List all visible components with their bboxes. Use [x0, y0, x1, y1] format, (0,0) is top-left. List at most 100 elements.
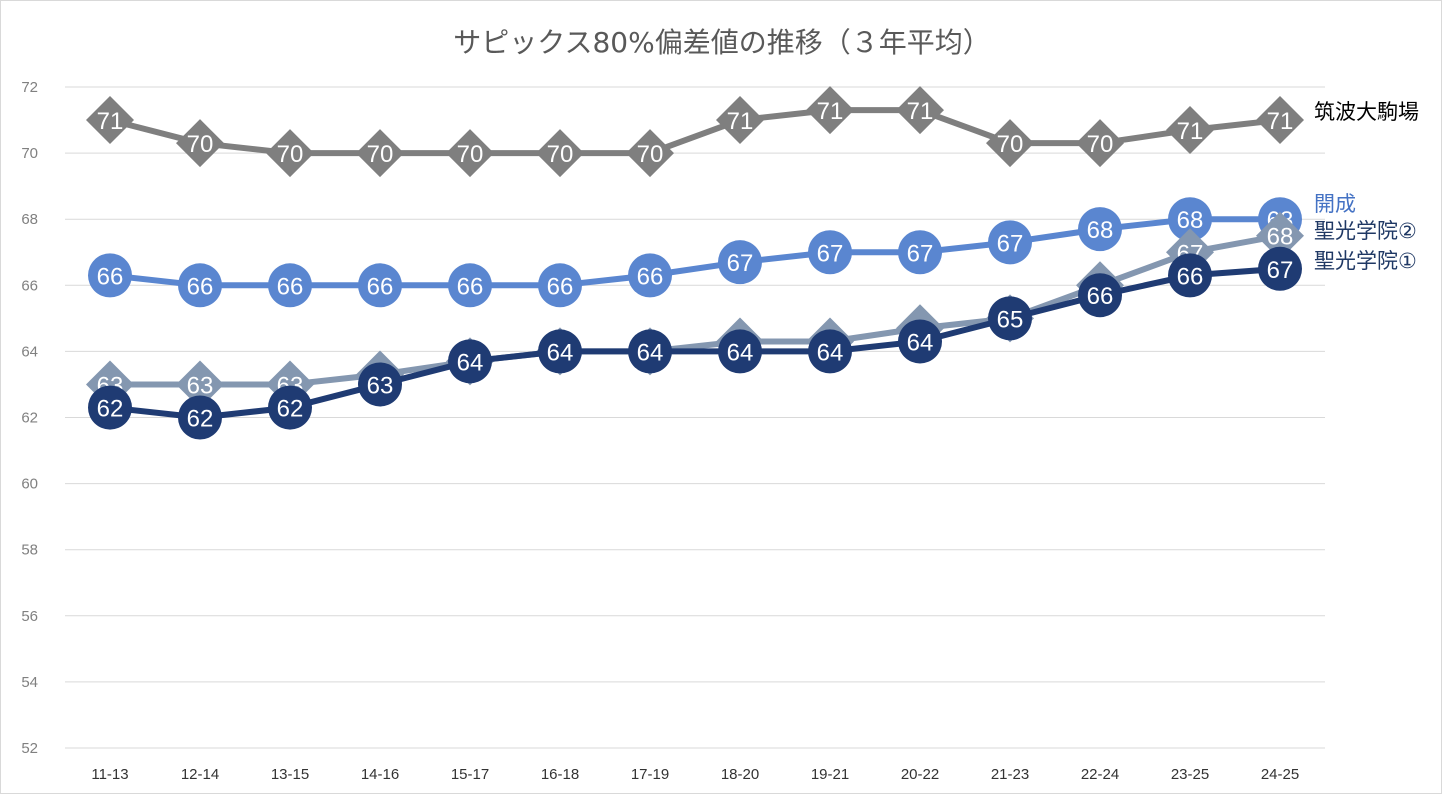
data-point-diamond — [1166, 105, 1214, 154]
y-tick-label: 72 — [21, 79, 38, 96]
data-point-circle — [358, 362, 402, 407]
data-point-circle — [448, 263, 492, 308]
data-label: 66 — [367, 273, 394, 300]
data-point-diamond — [536, 129, 584, 178]
x-tick-label: 20-22 — [901, 766, 939, 783]
data-label: 66 — [637, 263, 664, 290]
data-label: 70 — [997, 131, 1024, 158]
data-point-diamond — [716, 96, 764, 145]
data-point-diamond — [176, 360, 224, 409]
data-point-circle — [1168, 197, 1212, 242]
y-tick-label: 64 — [21, 343, 38, 360]
x-tick-label: 12-14 — [181, 766, 219, 783]
data-point-circle — [1258, 246, 1302, 291]
x-tick-label: 14-16 — [361, 766, 399, 783]
data-point-diamond — [896, 86, 944, 135]
data-label: 67 — [817, 240, 844, 267]
data-label: 67 — [907, 240, 934, 267]
data-point-diamond — [266, 129, 314, 178]
data-point-circle — [268, 263, 312, 308]
x-tick-label: 13-15 — [271, 766, 309, 783]
data-point-diamond — [1256, 211, 1304, 260]
data-label: 71 — [1177, 118, 1204, 145]
data-label: 66 — [277, 273, 304, 300]
y-tick-label: 62 — [21, 410, 38, 427]
x-tick-label: 21-23 — [991, 766, 1029, 783]
data-label: 71 — [817, 98, 844, 125]
x-tick-label: 19-21 — [811, 766, 849, 783]
data-point-diamond — [356, 129, 404, 178]
data-point-diamond — [1256, 96, 1304, 145]
data-point-diamond — [986, 119, 1034, 168]
data-label: 68 — [1267, 224, 1294, 251]
data-point-circle — [538, 263, 582, 308]
data-label: 66 — [457, 273, 484, 300]
x-tick-label: 15-17 — [451, 766, 489, 783]
y-tick-label: 60 — [21, 476, 38, 493]
data-point-circle — [988, 296, 1032, 341]
x-tick-label: 24-25 — [1261, 766, 1299, 783]
data-label: 66 — [1087, 283, 1114, 310]
grid-lines — [65, 86, 1325, 749]
series-name-label: 開成 — [1314, 192, 1356, 216]
data-point-diamond — [1076, 119, 1124, 168]
data-point-circle — [988, 220, 1032, 265]
data-label: 70 — [367, 141, 394, 168]
data-label: 64 — [457, 349, 484, 376]
x-tick-label: 17-19 — [631, 766, 669, 783]
data-label: 70 — [277, 141, 304, 168]
y-tick-label: 58 — [21, 542, 38, 559]
x-tick-label: 23-25 — [1171, 766, 1209, 783]
data-point-circle — [898, 230, 942, 275]
data-label: 70 — [187, 131, 214, 158]
data-point-diamond — [806, 86, 854, 135]
series-1: 6666666666666667676767686868開成 — [88, 192, 1356, 308]
data-label: 66 — [547, 273, 574, 300]
y-tick-label: 66 — [21, 277, 38, 294]
series-name-label: 聖光学院② — [1314, 219, 1417, 243]
data-label: 64 — [547, 339, 574, 366]
data-point-circle — [178, 395, 222, 440]
data-point-circle — [1078, 207, 1122, 252]
y-tick-label: 70 — [21, 145, 38, 162]
data-label: 62 — [277, 396, 304, 423]
y-axis: 52 54 56 58 60 62 64 66 68 70 72 — [21, 79, 38, 757]
data-point-circle — [88, 253, 132, 298]
data-label: 62 — [187, 406, 214, 433]
data-point-circle — [718, 329, 762, 374]
y-tick-label: 52 — [21, 740, 38, 757]
x-axis: 11-13 12-14 13-15 14-16 15-17 16-18 17-19 18-20… — [91, 766, 1299, 783]
data-label: 63 — [367, 372, 394, 399]
data-label: 64 — [907, 329, 934, 356]
data-point-circle — [268, 385, 312, 430]
data-label: 66 — [97, 263, 124, 290]
data-point-circle — [628, 253, 672, 298]
data-point-diamond — [446, 129, 494, 178]
series-name-label: 筑波大駒場 — [1314, 100, 1419, 124]
data-label: 62 — [97, 396, 124, 423]
y-tick-label: 68 — [21, 211, 38, 228]
data-point-circle — [538, 329, 582, 374]
data-label: 64 — [817, 339, 844, 366]
data-point-circle — [358, 263, 402, 308]
data-label: 70 — [637, 141, 664, 168]
data-point-diamond — [626, 129, 674, 178]
data-label: 71 — [1267, 108, 1294, 135]
data-point-circle — [718, 240, 762, 285]
data-point-circle — [898, 319, 942, 364]
data-label: 70 — [457, 141, 484, 168]
data-point-circle — [808, 230, 852, 275]
x-tick-label: 22-24 — [1081, 766, 1119, 783]
data-point-diamond — [176, 119, 224, 168]
data-label: 66 — [1177, 263, 1204, 290]
data-point-circle — [628, 329, 672, 374]
x-tick-label: 11-13 — [91, 766, 128, 783]
chart-title: サピックス80%偏差値の推移（３年平均） — [453, 26, 990, 59]
data-point-circle — [88, 385, 132, 430]
data-label: 71 — [907, 98, 934, 125]
data-label: 64 — [727, 339, 754, 366]
data-point-circle — [808, 329, 852, 374]
series-2: 6363636768聖光学院② — [86, 211, 1417, 409]
data-label: 65 — [997, 306, 1024, 333]
